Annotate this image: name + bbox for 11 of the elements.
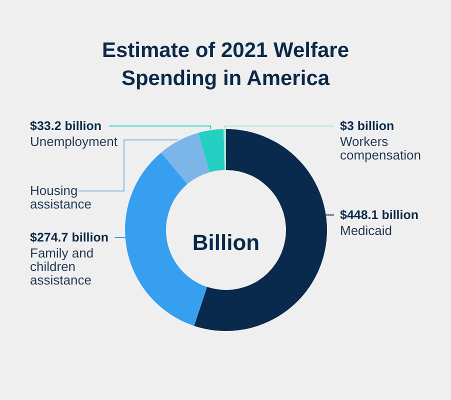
slice-label: Family and children assistance [30,246,94,288]
data-label: $274.7 billion [30,230,109,244]
slice-label: Medicaid [340,223,392,238]
slice-label: Unemployment [30,134,118,149]
data-label: $33.2 billion [30,119,102,133]
text: Billion [192,230,260,255]
chart-title: Estimate of 2021 Welfare Spending in America [102,39,350,90]
data-label: $448.1 billion [340,208,419,222]
slice-label: Workers compensation [340,134,421,162]
slice-label: Housing assistance [30,183,92,212]
data-label: $3 billion [340,119,394,133]
